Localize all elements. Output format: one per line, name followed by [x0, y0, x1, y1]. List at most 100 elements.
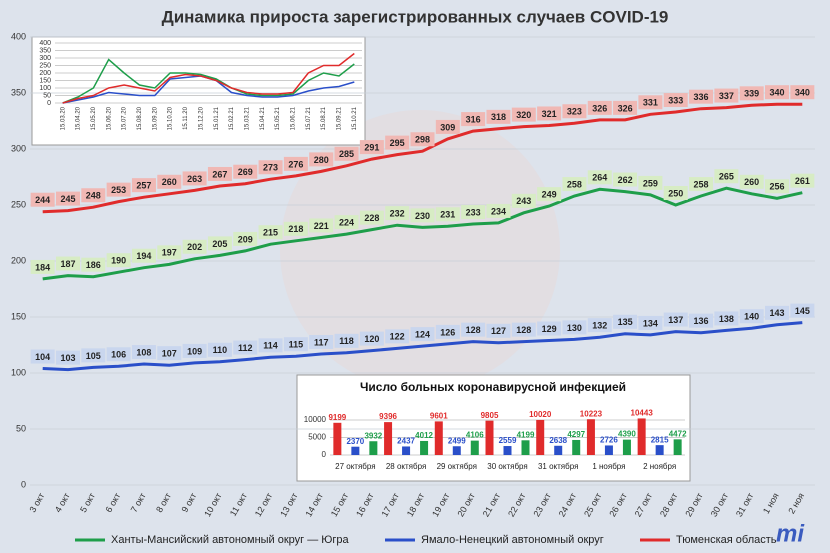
- value-label: 321: [542, 109, 557, 119]
- value-label-box: [461, 322, 486, 337]
- value-label-box: [106, 253, 131, 268]
- value-label: 248: [86, 191, 101, 201]
- value-label: 145: [795, 306, 810, 316]
- value-label: 291: [364, 142, 379, 152]
- value-label-box: [359, 210, 384, 225]
- value-label: 340: [770, 88, 785, 98]
- value-label: 122: [390, 332, 405, 342]
- value-label: 184: [35, 262, 50, 272]
- x-tick-label: 15.10.20: [168, 106, 174, 130]
- value-label-box: [435, 119, 460, 134]
- value-label: 265: [719, 172, 734, 182]
- value-label-box: [30, 192, 55, 207]
- value-label-box: [55, 191, 80, 206]
- value-label-box: [587, 318, 612, 333]
- value-label-box: [258, 225, 283, 240]
- y-tick-label: 100: [11, 367, 26, 377]
- value-label-box: [182, 343, 207, 358]
- value-label-box: [81, 348, 106, 363]
- value-label: 4199: [517, 430, 535, 439]
- x-tick-label: 15.09.21: [337, 106, 343, 130]
- value-label-box: [30, 349, 55, 364]
- y-tick-label: 0: [322, 450, 327, 459]
- value-label: 202: [187, 242, 202, 252]
- bar: [485, 420, 494, 455]
- value-label: 224: [339, 217, 354, 227]
- series-line: [62, 58, 355, 104]
- value-label-box: [55, 350, 80, 365]
- value-label: 232: [390, 209, 405, 219]
- bar: [351, 446, 360, 455]
- value-label: 2815: [651, 435, 669, 444]
- value-label-box: [537, 106, 562, 121]
- bar: [384, 422, 393, 455]
- x-tick-label: 15.08.21: [321, 106, 327, 130]
- value-label: 10020: [529, 410, 552, 419]
- y-tick-label: 250: [39, 62, 51, 69]
- value-label-box: [106, 347, 131, 362]
- x-tick-label: 15.12.20: [198, 106, 204, 130]
- value-label: 136: [694, 316, 709, 326]
- value-label: 215: [263, 228, 278, 238]
- value-label: 4297: [567, 430, 585, 439]
- value-label-box: [511, 322, 536, 337]
- value-label: 326: [592, 103, 607, 113]
- value-label-box: [334, 146, 359, 161]
- x-tick-label: 15.06.20: [106, 106, 112, 130]
- value-label: 128: [466, 325, 481, 335]
- value-label: 4106: [466, 431, 484, 440]
- value-label: 316: [466, 114, 481, 124]
- value-label: 112: [238, 343, 253, 353]
- value-label: 118: [339, 336, 354, 346]
- value-label: 187: [60, 259, 75, 269]
- value-label-box: [359, 140, 384, 155]
- bar: [470, 440, 479, 455]
- y-tick-label: 350: [39, 47, 51, 54]
- value-label: 257: [136, 181, 151, 191]
- value-label-box: [790, 173, 815, 188]
- value-label-box: [157, 174, 182, 189]
- bar: [402, 446, 411, 455]
- x-tick-label: 1 ноября: [592, 462, 625, 471]
- value-label: 233: [466, 207, 481, 217]
- value-label: 337: [719, 91, 734, 101]
- value-label-box: [233, 340, 258, 355]
- value-label: 258: [567, 179, 582, 189]
- y-tick-label: 5000: [308, 433, 326, 442]
- value-label-box: [638, 175, 663, 190]
- value-label-box: [562, 320, 587, 335]
- value-label: 124: [415, 329, 430, 339]
- value-label: 326: [618, 103, 633, 113]
- value-label-box: [714, 311, 739, 326]
- y-tick-label: 50: [43, 92, 51, 99]
- value-label-box: [309, 218, 334, 233]
- bar: [452, 446, 461, 455]
- x-tick-label: 15.03.20: [60, 106, 66, 130]
- value-label-box: [131, 345, 156, 360]
- value-label: 134: [643, 318, 658, 328]
- value-label: 2638: [549, 436, 567, 445]
- x-tick-label: 27 октября: [335, 462, 375, 471]
- y-tick-label: 300: [11, 143, 26, 153]
- y-tick-label: 350: [11, 87, 26, 97]
- value-label-box: [385, 135, 410, 150]
- value-label: 130: [567, 323, 582, 333]
- value-label: 108: [136, 347, 151, 357]
- x-tick-label: 28 октября: [386, 462, 426, 471]
- value-label: 10223: [580, 409, 603, 418]
- value-label: 261: [795, 176, 810, 186]
- value-label: 190: [111, 256, 126, 266]
- value-label-box: [790, 303, 815, 318]
- value-label: 260: [744, 177, 759, 187]
- value-label: 105: [86, 351, 101, 361]
- value-label: 331: [643, 98, 658, 108]
- value-label: 285: [339, 149, 354, 159]
- x-tick-label: 15.09.20: [152, 106, 158, 130]
- value-label: 135: [618, 317, 633, 327]
- value-label: 231: [440, 210, 455, 220]
- value-label-box: [714, 169, 739, 184]
- x-tick-label: 15.02.21: [229, 106, 235, 130]
- value-label: 4472: [669, 429, 687, 438]
- value-label-box: [739, 309, 764, 324]
- value-label-box: [309, 152, 334, 167]
